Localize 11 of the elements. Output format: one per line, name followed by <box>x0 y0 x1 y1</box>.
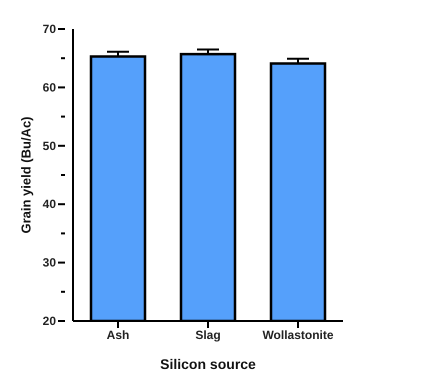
y-tick-label: 60 <box>42 80 56 94</box>
y-axis-title: Grain yield (Bu/Ac) <box>18 116 34 234</box>
x-tick-label: Wollastonite <box>262 328 334 342</box>
y-tick-label: 40 <box>42 197 56 212</box>
y-tick-label: 70 <box>42 22 56 36</box>
x-tick-label: Slag <box>195 328 221 342</box>
y-tick-label: 30 <box>42 256 56 270</box>
x-axis-title: Silicon source <box>160 356 256 372</box>
y-tick-label: 50 <box>42 138 56 153</box>
y-tick-label: 20 <box>42 314 56 328</box>
x-tick-label: Ash <box>106 328 130 342</box>
